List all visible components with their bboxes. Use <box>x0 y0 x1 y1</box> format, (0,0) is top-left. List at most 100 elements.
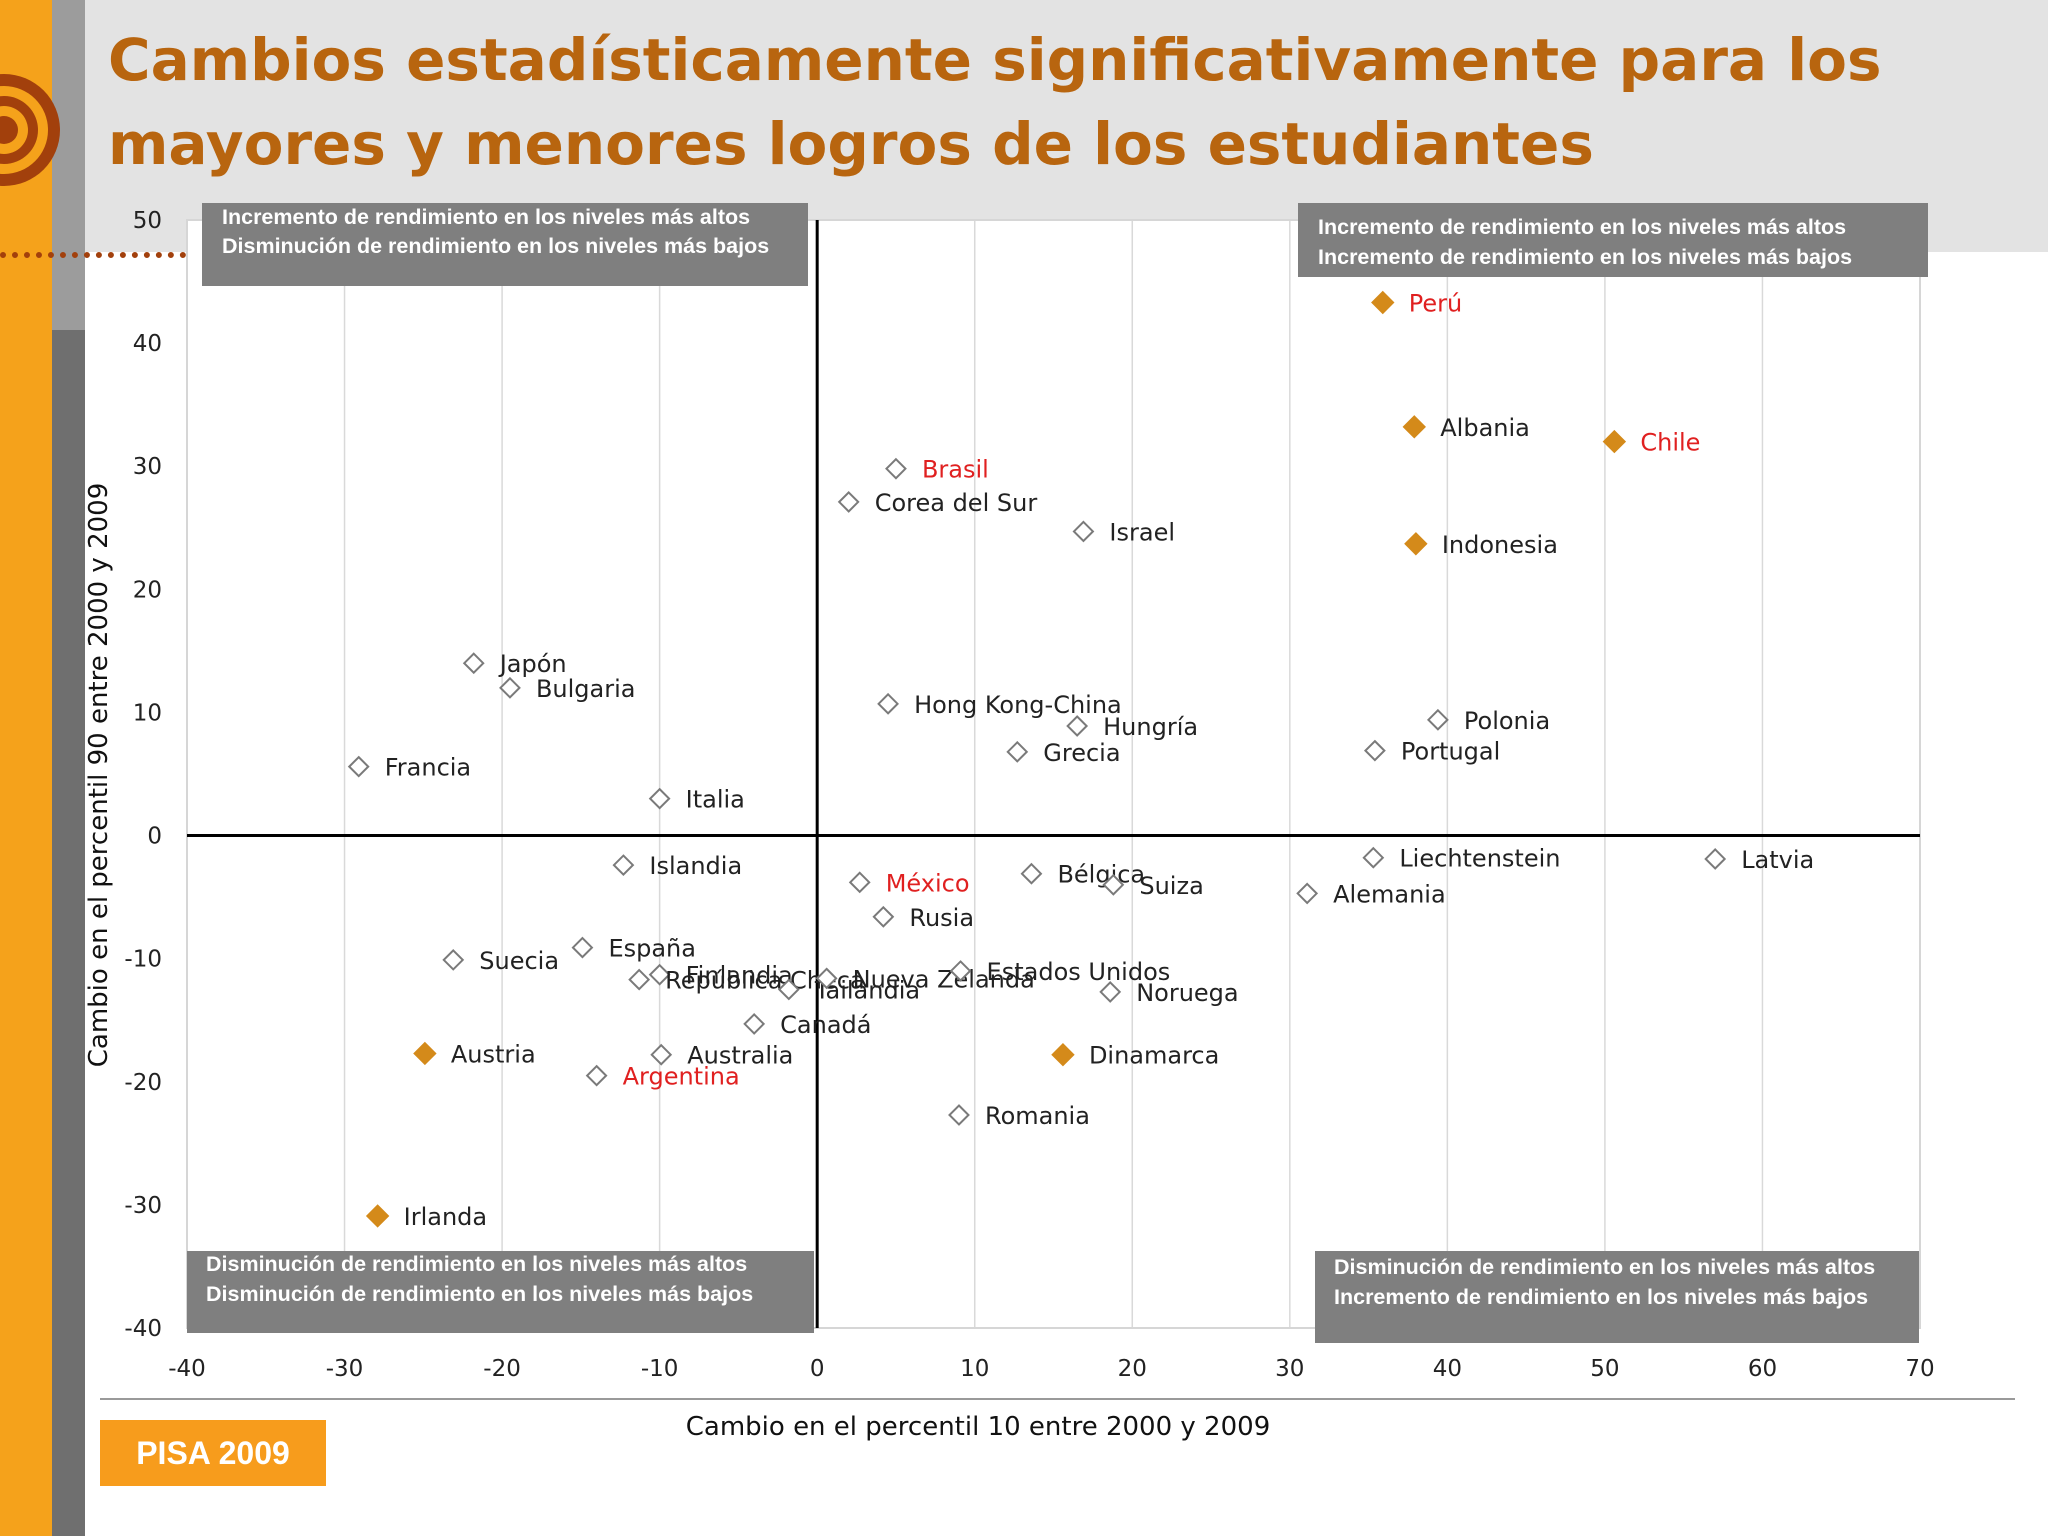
data-point-label: Finlandia <box>686 962 793 990</box>
footer-rule <box>100 1398 2015 1400</box>
plot-area <box>187 220 1920 1328</box>
data-point-label: Japón <box>498 650 567 678</box>
data-point-marker <box>648 963 671 986</box>
y-tick-label: 0 <box>147 824 162 850</box>
data-point-label: Chile <box>1640 429 1700 457</box>
spiral-logo-icon <box>0 74 60 186</box>
data-point-marker <box>1362 846 1385 869</box>
data-point-marker <box>885 457 907 480</box>
data-point-marker <box>1066 715 1089 737</box>
y-tick-label: 30 <box>133 454 162 480</box>
x-tick-label: 20 <box>1118 1356 1147 1382</box>
data-point-marker <box>650 1043 673 1066</box>
data-point-label: Corea del Sur <box>875 489 1038 517</box>
y-tick-label: -40 <box>124 1316 162 1342</box>
y-tick-label: 10 <box>133 700 162 726</box>
data-point-marker <box>1102 873 1125 896</box>
data-point-label: Austria <box>451 1040 536 1068</box>
data-point-marker <box>1602 429 1627 454</box>
data-point-label: Canadá <box>780 1011 871 1039</box>
quadrant-box-bottom-left: Disminución de rendimiento en los nivele… <box>187 1251 814 1333</box>
data-point-label: Nueva Zelanda <box>853 965 1035 993</box>
data-point-label: Islandia <box>649 852 742 880</box>
data-point-label: Romania <box>985 1102 1090 1130</box>
data-point-marker <box>365 1204 390 1228</box>
data-point-marker <box>347 755 370 778</box>
data-point-marker <box>815 967 838 990</box>
data-point-marker <box>442 948 465 971</box>
data-point-label: Suiza <box>1139 872 1203 900</box>
data-point-label: Francia <box>385 754 471 782</box>
quadrant-top-left-line-1: Incremento de rendimiento en los niveles… <box>222 205 750 229</box>
data-point-label: Noruega <box>1136 979 1238 1007</box>
quadrant-top-right-line-1: Incremento de rendimiento en los niveles… <box>1318 215 1846 239</box>
quadrant-box-top-right: Incremento de rendimiento en los niveles… <box>1298 203 1928 277</box>
quadrant-bottom-right-line-1: Disminución de rendimiento en los nivele… <box>1334 1255 1875 1279</box>
data-point-label: México <box>886 869 970 897</box>
data-point-label: Hong Kong-China <box>914 691 1122 719</box>
x-tick-label: -30 <box>326 1356 364 1382</box>
y-tick-labels: -40 -30 -20 -10 0 10 20 30 40 50 <box>124 208 162 1342</box>
data-point-label: Portugal <box>1401 738 1500 766</box>
data-point-marker <box>877 692 899 715</box>
data-point-label: Brasil <box>922 456 989 484</box>
data-point-label: Australia <box>687 1042 793 1070</box>
data-point-label: Dinamarca <box>1089 1042 1219 1070</box>
data-point-marker <box>837 491 860 513</box>
data-point-marker <box>571 936 594 959</box>
data-point-marker <box>585 1064 608 1087</box>
data-point-label: Albania <box>1440 414 1530 442</box>
data-point-marker <box>413 1041 437 1066</box>
data-point-marker <box>612 854 635 877</box>
y-tick-label: -20 <box>124 1070 162 1096</box>
data-point-label: Bulgaria <box>536 675 636 703</box>
data-point-marker <box>1099 980 1122 1003</box>
data-point-label: Israel <box>1109 518 1175 546</box>
data-point-label: Italia <box>686 786 745 814</box>
slide-title: Cambios estadísticamente significativame… <box>108 18 1988 186</box>
x-tick-label: 10 <box>960 1356 989 1382</box>
data-point-marker <box>1072 520 1095 543</box>
data-point-marker <box>948 1104 970 1126</box>
data-points: Perú Albania Chile Indonesia Brasil Corea del… <box>347 289 1814 1231</box>
pisa-badge: PISA 2009 <box>100 1420 326 1486</box>
y-tick-label: -10 <box>124 947 162 973</box>
data-point-marker <box>872 905 895 928</box>
slide-title-line-2: mayores y menores logros de los estudian… <box>108 110 1594 178</box>
y-axis-title: Cambio en el percentil 90 entre 2000 y 2… <box>84 483 114 1067</box>
x-tick-label: -40 <box>168 1356 206 1382</box>
data-point-label: Rusia <box>909 904 974 932</box>
x-tick-label: 60 <box>1748 1356 1777 1382</box>
data-point-marker <box>1051 1042 1075 1067</box>
data-point-label: Hungría <box>1103 713 1198 741</box>
data-point-label: Suecia <box>479 947 559 975</box>
data-point-marker <box>949 960 972 982</box>
quadrant-top-right-line-2: Incremento de rendimiento en los niveles… <box>1318 245 1852 269</box>
dotted-divider <box>0 252 210 258</box>
data-point-marker <box>743 1013 766 1035</box>
x-tick-label: 30 <box>1275 1356 1304 1382</box>
data-point-marker <box>1402 415 1426 439</box>
x-tick-label: 50 <box>1590 1356 1619 1382</box>
x-tick-label: -10 <box>641 1356 679 1382</box>
quadrant-bottom-right-line-2: Incremento de rendimiento en los niveles… <box>1334 1285 1868 1309</box>
x-tick-label: 0 <box>810 1356 825 1382</box>
y-tick-label: 20 <box>133 577 162 603</box>
data-point-label: Liechtenstein <box>1399 845 1560 873</box>
quadrant-box-bottom-right: Disminución de rendimiento en los nivele… <box>1315 1251 1919 1343</box>
data-point-label: Argentina <box>623 1063 740 1091</box>
data-point-marker <box>1006 740 1029 763</box>
data-point-marker <box>1426 708 1449 731</box>
left-grey-stripe-top <box>52 0 85 330</box>
data-point-marker <box>1404 532 1428 556</box>
data-point-marker <box>1363 739 1386 762</box>
data-point-marker <box>848 871 871 894</box>
x-tick-label: 70 <box>1905 1356 1934 1382</box>
x-tick-label: -20 <box>483 1356 521 1382</box>
data-point-marker <box>462 652 485 675</box>
data-point-label: Grecia <box>1043 739 1120 767</box>
data-point-label: Polonia <box>1464 707 1550 735</box>
data-point-label: Bélgica <box>1057 861 1145 889</box>
data-point-label: Alemania <box>1333 880 1446 908</box>
